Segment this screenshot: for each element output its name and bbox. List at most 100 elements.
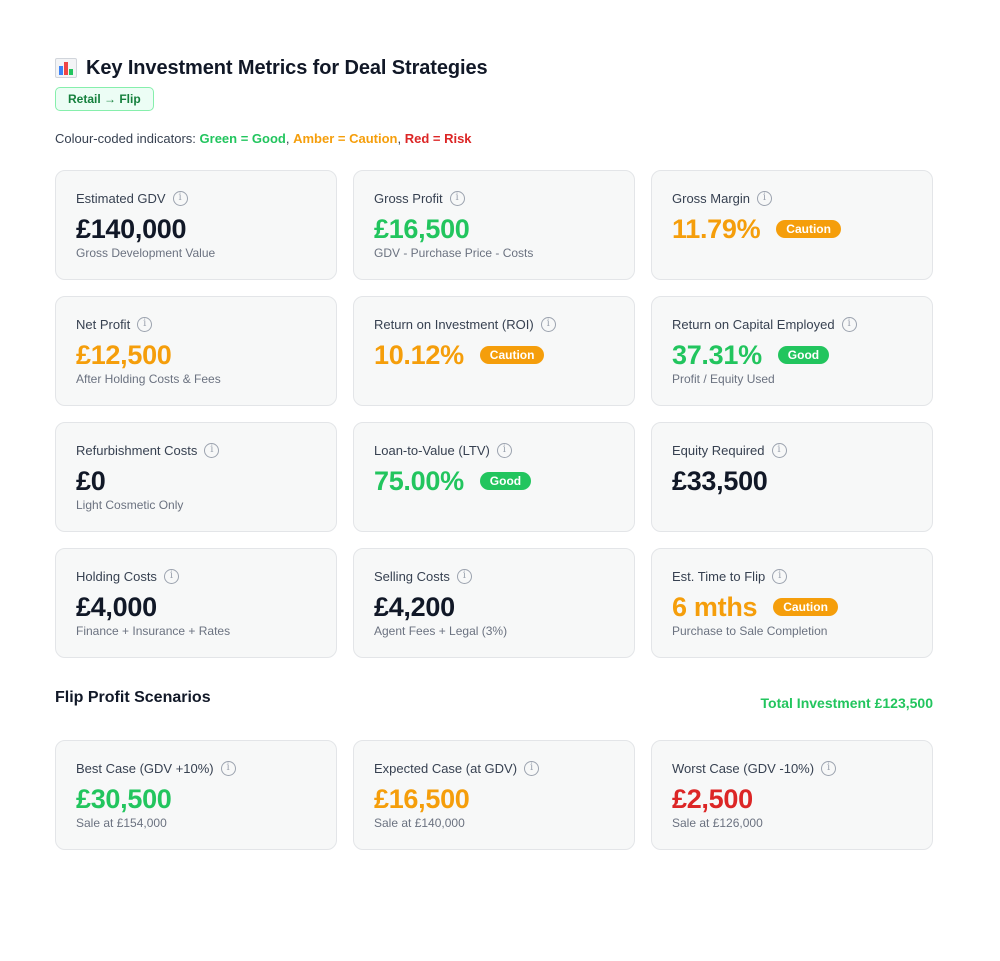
info-icon[interactable]: i (841, 316, 857, 332)
metric-card-net-profit: Net Profit i £12,500 After Holding Costs & … (55, 296, 337, 406)
card-label-row: Worst Case (GDV -10%) i (672, 759, 912, 777)
bar-chart-icon (55, 58, 77, 78)
card-label: Best Case (GDV +10%) (76, 760, 214, 776)
card-value-row: 11.79% Caution (672, 214, 912, 244)
card-value: £16,500 (374, 783, 470, 814)
legend-risk: Red = Risk (404, 131, 472, 146)
info-icon[interactable]: i (163, 568, 179, 584)
card-label: Equity Required (672, 442, 765, 458)
card-label: Return on Capital Employed (672, 316, 835, 332)
card-value-row: £12,500 (76, 340, 316, 370)
scenarios-title: Flip Profit Scenarios (55, 689, 211, 706)
info-icon[interactable]: i (540, 316, 556, 332)
card-value-row: 75.00% Good (374, 466, 614, 496)
card-label-row: Gross Profit i (374, 189, 614, 207)
card-subtitle: Agent Fees + Legal (3%) (374, 624, 508, 638)
card-label: Estimated GDV (76, 190, 166, 206)
card-value: £30,500 (76, 783, 172, 814)
card-value-row: 37.31% Good (672, 340, 912, 370)
card-value: £12,500 (76, 339, 172, 370)
info-icon[interactable]: i (137, 316, 153, 332)
card-label-row: Equity Required i (672, 441, 912, 459)
info-icon[interactable]: i (449, 190, 465, 206)
card-subtitle: Purchase to Sale Completion (672, 624, 828, 638)
card-value: £140,000 (76, 213, 187, 244)
scenario-card-best-case-gdv-10: Best Case (GDV +10%) i £30,500 Sale at £154… (55, 740, 337, 850)
strategy-badge[interactable]: Retail → Flip (55, 87, 154, 111)
info-icon[interactable]: i (757, 190, 773, 206)
page-header: Key Investment Metrics for Deal Strategi… (55, 55, 488, 81)
info-icon[interactable]: i (456, 568, 472, 584)
legend-good: Green = Good (199, 131, 286, 146)
card-label: Selling Costs (374, 568, 450, 584)
card-subtitle: Light Cosmetic Only (76, 498, 184, 512)
card-label-row: Selling Costs i (374, 567, 614, 585)
card-subtitle: After Holding Costs & Fees (76, 372, 221, 386)
card-value: 11.79% (672, 213, 761, 244)
info-icon[interactable]: i (220, 760, 236, 776)
card-label-row: Return on Capital Employed i (672, 315, 912, 333)
info-icon[interactable]: i (524, 760, 540, 776)
card-subtitle: Sale at £154,000 (76, 816, 167, 830)
status-badge: Caution (773, 598, 838, 616)
card-value: £2,500 (672, 783, 753, 814)
card-label: Return on Investment (ROI) (374, 316, 534, 332)
metric-card-return-on-capital-employed: Return on Capital Employed i 37.31% Good Pro… (651, 296, 933, 406)
card-value: 75.00% (374, 465, 464, 496)
legend-separator: , (397, 131, 405, 146)
card-subtitle: Gross Development Value (76, 246, 216, 260)
card-label: Loan-to-Value (LTV) (374, 442, 490, 458)
info-icon[interactable]: i (204, 442, 220, 458)
card-label-row: Best Case (GDV +10%) i (76, 759, 316, 777)
title-row: Key Investment Metrics for Deal Strategi… (55, 55, 488, 81)
card-value-row: £4,200 (374, 592, 614, 622)
card-subtitle: Profit / Equity Used (672, 372, 775, 386)
page-title: Key Investment Metrics for Deal Strategi… (86, 56, 488, 79)
status-badge: Good (479, 472, 532, 490)
card-subtitle: Sale at £140,000 (374, 816, 465, 830)
card-value-row: £140,000 (76, 214, 316, 244)
status-badge: Caution (479, 346, 545, 364)
card-label: Worst Case (GDV -10%) (672, 760, 815, 776)
scenario-card-worst-case-gdv-10: Worst Case (GDV -10%) i £2,500 Sale at £126… (651, 740, 933, 850)
card-value-row: £4,000 (76, 592, 316, 622)
metric-card-selling-costs: Selling Costs i £4,200 Agent Fees + Legal (… (353, 548, 635, 658)
card-label: Holding Costs (76, 568, 157, 584)
card-value-row: £33,500 (672, 466, 912, 496)
status-badge: Caution (776, 220, 841, 238)
card-label: Expected Case (at GDV) (374, 760, 518, 776)
info-icon[interactable]: i (496, 442, 512, 458)
metric-card-return-on-investment-roi: Return on Investment (ROI) i 10.12% Caution (353, 296, 635, 406)
card-label-row: Expected Case (at GDV) i (374, 759, 614, 777)
card-label-row: Estimated GDV i (76, 189, 316, 207)
card-label: Gross Margin (672, 190, 751, 206)
card-value: £0 (76, 465, 106, 496)
card-value-row: £0 (76, 466, 316, 496)
card-value: 10.12% (374, 339, 464, 370)
card-value-row: £16,500 (374, 214, 614, 244)
legend-prefix: Colour-coded indicators: (55, 131, 200, 146)
card-label-row: Est. Time to Flip i (672, 567, 912, 585)
card-value: £33,500 (672, 465, 768, 496)
scenarios-grid: Best Case (GDV +10%) i £30,500 Sale at £154… (55, 740, 933, 850)
card-label-row: Holding Costs i (76, 567, 316, 585)
info-icon[interactable]: i (771, 442, 787, 458)
card-value-row: £2,500 (672, 784, 912, 814)
info-icon[interactable]: i (772, 568, 788, 584)
card-value-row: £16,500 (374, 784, 614, 814)
metric-card-equity-required: Equity Required i £33,500 (651, 422, 933, 532)
metric-card-gross-profit: Gross Profit i £16,500 GDV - Purchase Price… (353, 170, 635, 280)
info-icon[interactable]: i (821, 760, 837, 776)
card-label: Est. Time to Flip (672, 568, 766, 584)
color-legend: Colour-coded indicators: Green = Good, A… (55, 131, 472, 146)
card-subtitle: Sale at £126,000 (672, 816, 763, 830)
card-subtitle: GDV - Purchase Price - Costs (374, 246, 534, 260)
card-value: £4,200 (374, 591, 455, 622)
metric-card-loan-to-value-ltv: Loan-to-Value (LTV) i 75.00% Good (353, 422, 635, 532)
info-icon[interactable]: i (172, 190, 188, 206)
card-label: Net Profit (76, 316, 131, 332)
card-value: £16,500 (374, 213, 470, 244)
metrics-grid: Estimated GDV i £140,000 Gross Development … (55, 170, 933, 658)
card-label-row: Gross Margin i (672, 189, 912, 207)
card-label-row: Loan-to-Value (LTV) i (374, 441, 614, 459)
